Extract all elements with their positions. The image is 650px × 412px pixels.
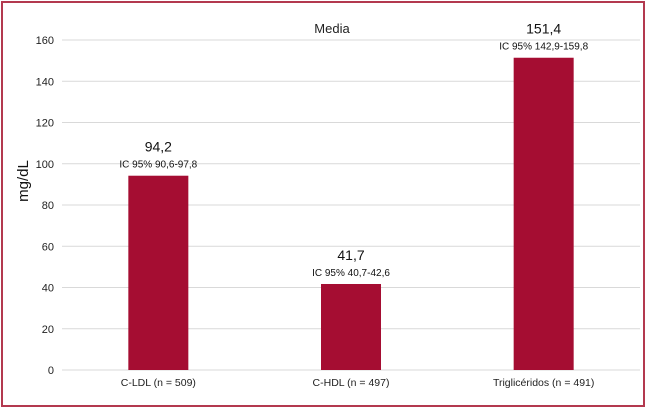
- bar-ci-label: IC 95% 90,6-97,8: [119, 160, 197, 171]
- y-tick-label: 40: [42, 283, 54, 295]
- y-axis-label: mg/dL: [15, 160, 32, 202]
- bar-value-label: 151,4: [526, 21, 561, 37]
- y-tick-label: 160: [36, 35, 54, 47]
- bar-ci-label: IC 95% 40,7-42,6: [312, 268, 390, 279]
- chart-title: Media: [314, 21, 350, 36]
- bar-2: [513, 57, 574, 371]
- bar-ci-label: IC 95% 142,9-159,8: [499, 42, 588, 53]
- y-axis-ticks: 0 20 40 60 80 100 120 140 160: [36, 35, 54, 377]
- y-tick-label: 20: [42, 324, 54, 336]
- bars: [128, 57, 574, 371]
- y-tick-label: 60: [42, 241, 54, 253]
- x-category-label: C-LDL (n = 509): [121, 377, 196, 389]
- y-tick-label: 120: [36, 118, 54, 130]
- x-axis-categories: C-LDL (n = 509) C-HDL (n = 497) Triglicéri…: [121, 377, 595, 389]
- x-category-label: C-HDL (n = 497): [313, 377, 390, 389]
- bar-value-label: 41,7: [337, 247, 364, 263]
- y-tick-label: 140: [36, 76, 54, 88]
- x-category-label: Triglicéridos (n = 491): [493, 377, 594, 389]
- y-tick-label: 80: [42, 200, 54, 212]
- y-tick-label: 100: [36, 159, 54, 171]
- bar-value-label: 94,2: [145, 139, 172, 155]
- bar-1: [321, 283, 381, 370]
- data-labels: 94,2 IC 95% 90,6-97,8 41,7 IC 95% 40,7-42,6…: [119, 21, 588, 279]
- y-tick-label: 0: [48, 365, 54, 377]
- bar-0: [128, 175, 189, 370]
